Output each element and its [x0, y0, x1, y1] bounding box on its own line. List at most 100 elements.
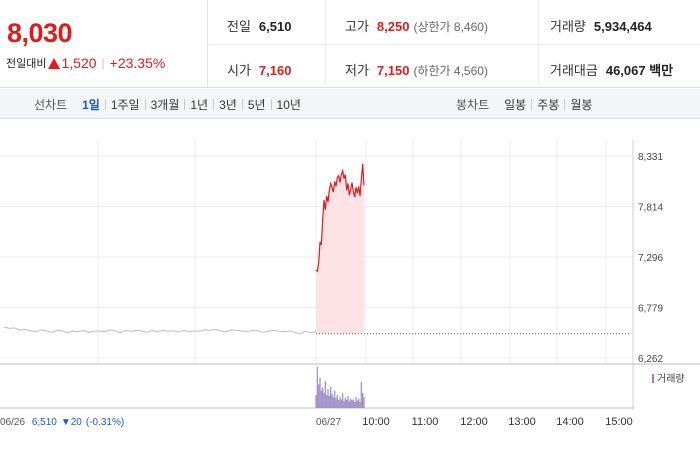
price-chart[interactable]: 8,331 7,814 7,296 6,779 6,262 거래량 10:00 11:00 12… — [0, 120, 700, 450]
stat-value: 5,934,464 — [593, 19, 652, 34]
prev-day-close: 6,510 — [32, 417, 57, 428]
prev-day-price-line — [3, 326, 317, 335]
tab-divider — [270, 98, 272, 110]
volume-legend-label: 거래량 — [657, 373, 685, 385]
volume-bar — [339, 396, 341, 408]
volume-bar — [350, 398, 352, 408]
stat-label: 시가 — [227, 63, 251, 78]
volume-bar — [330, 386, 332, 408]
volume-bar — [328, 395, 330, 408]
volume-bar — [347, 395, 349, 408]
stat-value: 7,160 — [258, 63, 292, 78]
y-axis-label: 7,814 — [638, 203, 663, 214]
volume-bar — [354, 402, 356, 408]
volume-bar — [358, 398, 360, 408]
volume-legend-swatch — [652, 374, 654, 383]
x-axis-label: 14:00 — [556, 416, 584, 428]
volume-bar — [323, 392, 325, 408]
volume-bar — [342, 393, 344, 408]
volume-bar — [320, 390, 322, 408]
volume-bar — [324, 381, 326, 408]
change-percent: +23.35% — [109, 55, 166, 71]
x-axis-label: 11:00 — [412, 416, 439, 428]
stat-low: 저가 7,150 (하한가 4,560) — [345, 60, 488, 79]
x-axis-label: 13:00 — [508, 416, 536, 428]
lower-limit: (하한가 4,560) — [413, 64, 488, 78]
stat-label: 거래량 — [550, 19, 586, 34]
volume-bar — [352, 399, 354, 408]
tab-candle-period-1[interactable]: 주봉 — [537, 97, 560, 112]
volume-bar — [334, 390, 336, 408]
stat-label: 거래대금 — [550, 63, 598, 78]
stat-label: 저가 — [345, 63, 369, 78]
volume-bar — [326, 395, 328, 408]
tab-line-period-3[interactable]: 1년 — [190, 97, 209, 112]
volume-bar — [336, 395, 338, 408]
stat-value: 7,150 — [376, 63, 410, 78]
tab-candle-period-0[interactable]: 일봉 — [504, 97, 527, 112]
volume-bar — [346, 399, 348, 408]
divider: | — [101, 56, 105, 70]
volume-bar — [360, 382, 362, 408]
volume-bar — [319, 377, 321, 408]
volume-bar — [338, 400, 340, 408]
chart-tab-bar: 선차트 1일 1주일 3개월 1년 3년 5년 10년 봉차트 일봉 주봉 월봉 — [0, 89, 700, 119]
tab-line-period-2[interactable]: 3개월 — [150, 97, 180, 112]
volume-bar — [322, 387, 324, 408]
line-chart-title: 선차트 — [34, 97, 68, 112]
volume-bar — [335, 398, 337, 408]
up-triangle-icon — [48, 57, 61, 69]
stat-volume: 거래량 5,934,464 — [550, 16, 652, 35]
volume-bar — [340, 399, 342, 408]
candle-chart-tabs: 봉차트 일봉 주봉 월봉 — [456, 89, 597, 119]
stat-trade-value: 거래대금 46,067 백만 — [550, 60, 673, 79]
y-axis-label: 8,331 — [638, 152, 663, 163]
tab-divider — [531, 98, 533, 110]
stat-label: 고가 — [345, 19, 369, 34]
volume-bar — [356, 400, 358, 408]
today-price-area — [316, 163, 364, 334]
volume-bar — [348, 401, 350, 408]
stat-label: 전일 — [227, 19, 251, 34]
volume-bar — [327, 389, 329, 408]
today-price-line — [315, 163, 365, 273]
volume-bar — [363, 397, 365, 408]
current-price-box: 8,030 전일대비 1,520 | +23.35% — [0, 0, 208, 88]
stat-value: 6,510 — [258, 19, 292, 34]
tab-candle-period-2[interactable]: 월봉 — [570, 97, 593, 112]
tab-divider — [104, 98, 106, 110]
change-amount: 1,520 — [61, 55, 97, 71]
line-chart-tabs: 선차트 1일 1주일 3개월 1년 3년 5년 10년 — [34, 89, 306, 119]
tab-divider — [184, 98, 186, 110]
tab-line-period-0[interactable]: 1일 — [82, 97, 100, 112]
volume-bar — [331, 393, 333, 408]
x-axis-label: 15:00 — [605, 416, 633, 428]
stat-prev-close: 전일 6,510 — [227, 16, 291, 35]
y-axis-label: 6,779 — [638, 304, 663, 315]
today-date-label: 06/27 — [316, 417, 341, 428]
tab-line-period-1[interactable]: 1주일 — [110, 97, 140, 112]
prev-day-change: ▼20 — [61, 417, 82, 428]
tab-divider — [564, 98, 566, 110]
prev-day-annotation: 06/26 6,510 ▼20 (-0.31%) — [0, 417, 124, 428]
price-chart-svg: 8,331 7,814 7,296 6,779 6,262 거래량 10:00 11:00 12… — [0, 140, 700, 428]
y-axis-label: 7,296 — [638, 253, 663, 264]
stat-column-prev-open: 전일 6,510 시가 7,160 — [209, 0, 326, 88]
tab-line-period-5[interactable]: 5년 — [247, 97, 266, 112]
prev-day-date: 06/26 — [0, 417, 28, 428]
change-label: 전일대비 — [6, 58, 47, 70]
volume-bar — [362, 392, 364, 408]
volume-bar — [344, 397, 346, 408]
candle-chart-title: 봉차트 — [456, 97, 490, 112]
volume-bar — [355, 396, 357, 408]
volume-bar — [359, 401, 361, 408]
prev-day-change-percent: (-0.31%) — [86, 417, 124, 428]
tab-divider — [144, 98, 146, 110]
y-axis-label: 6,262 — [638, 354, 663, 365]
volume-bar — [318, 384, 320, 408]
tab-line-period-4[interactable]: 3년 — [219, 97, 237, 112]
tab-line-period-6[interactable]: 10년 — [276, 97, 301, 112]
stat-column-volume-value: 거래량 5,934,464 거래대금 46,067 백만 — [540, 0, 700, 88]
stat-column-high-low: 고가 8,250 (상한가 8,460) 저가 7,150 (하한가 4,560) — [327, 0, 539, 88]
tab-divider — [241, 98, 243, 110]
